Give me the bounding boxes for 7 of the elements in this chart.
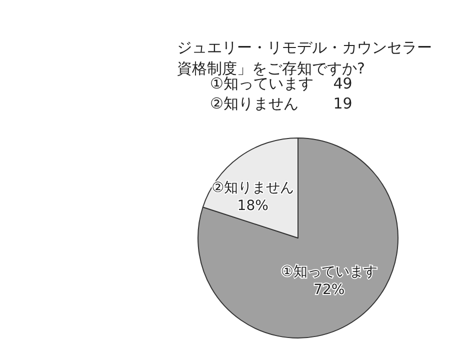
text: ①知っています 49 — [210, 74, 352, 92]
text: ②知りません 19 — [210, 94, 352, 112]
data-label: 18% — [237, 198, 268, 214]
slice-label: ①知っています — [280, 264, 378, 280]
chart-title: ジュエリー・リモデル・カウンセラー資格制度」をご存知ですか? — [177, 38, 432, 78]
data-label: 72% — [314, 282, 345, 298]
slice-label: ②知りません — [212, 180, 294, 196]
